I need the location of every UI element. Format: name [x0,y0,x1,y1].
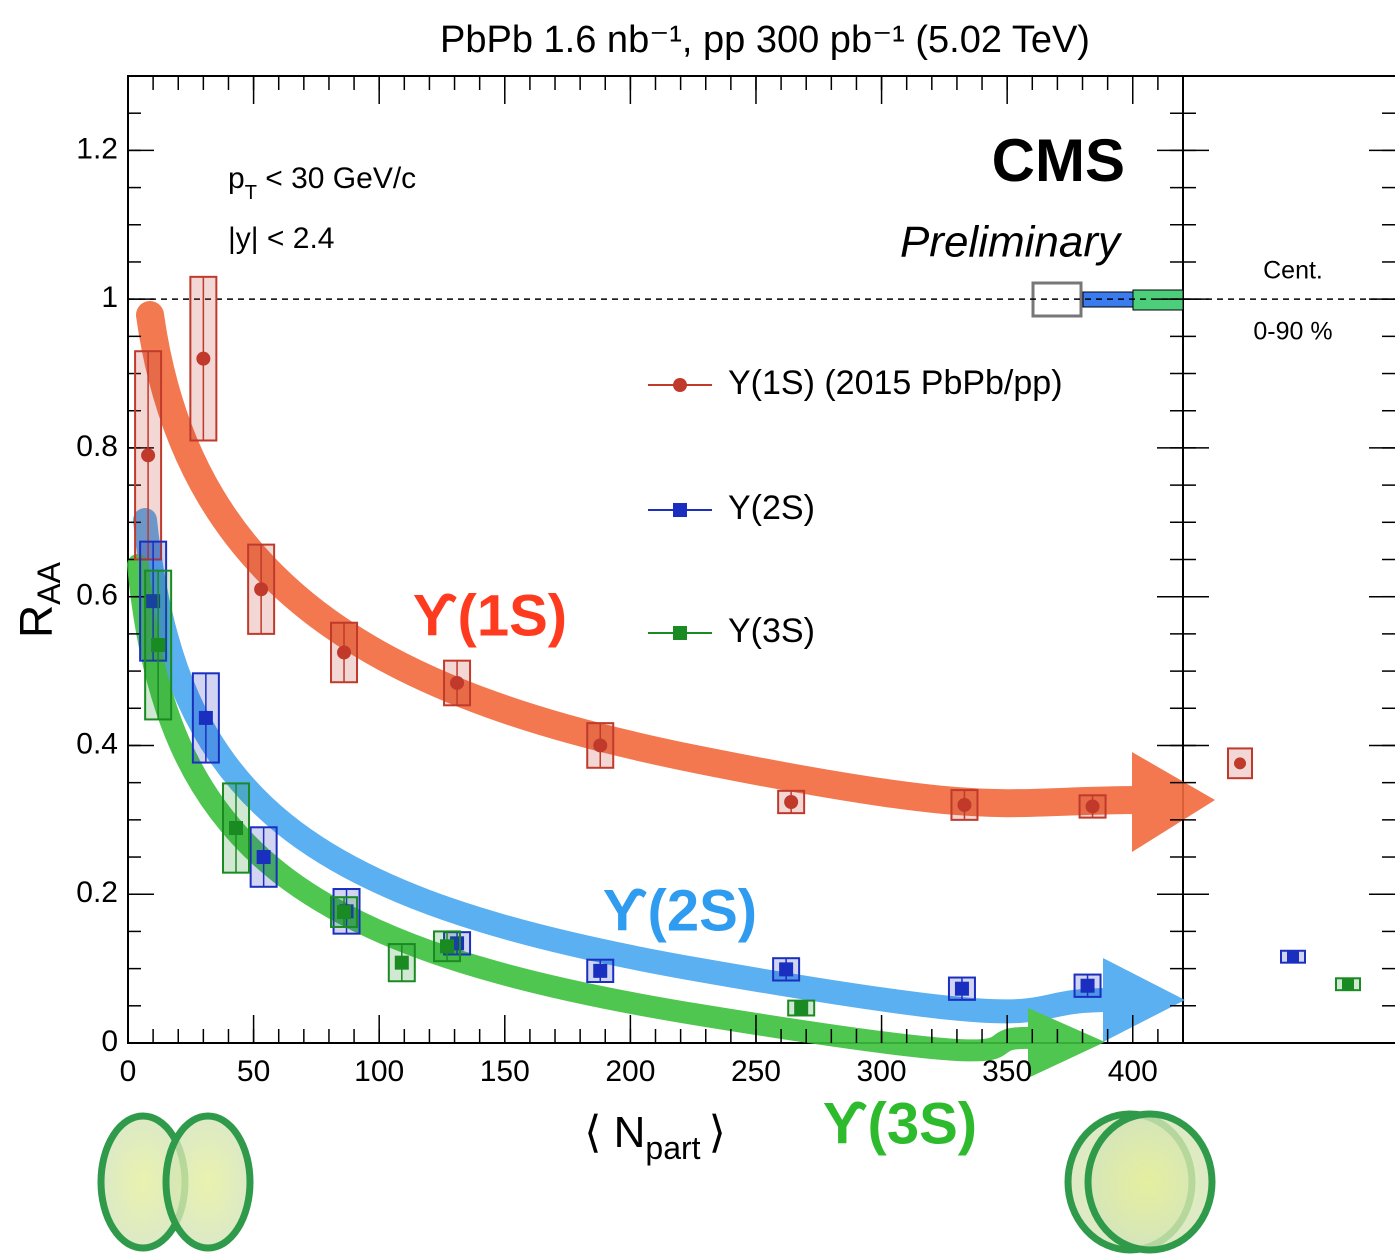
point [196,351,211,366]
band-label: ϒ(3S) [823,1091,977,1156]
band-label: ϒ(1S) [413,583,567,648]
global-unc-box [1132,289,1184,311]
point [440,939,455,954]
legend-label: Υ(3S) [728,612,815,650]
chart-title: PbPb 1.6 nb⁻¹, pp 300 pb⁻¹ (5.02 TeV) [440,19,1090,61]
point [1342,978,1354,991]
point [957,797,972,812]
y-tick-label: 0.6 [76,579,118,612]
x-axis-label: ⟨ N [584,1108,645,1157]
legend-marker [673,626,687,640]
band-label: ϒ(2S) [603,878,757,943]
panel-title: Cent. [1263,257,1323,285]
x-tick-label: 50 [237,1055,270,1088]
x-tick-label: 350 [982,1055,1032,1088]
point [1287,950,1299,963]
y-tick-label: 0.2 [76,876,118,909]
point [1080,978,1095,993]
y-axis-label: AA [31,561,67,604]
y-tick-label: 0.8 [76,430,118,463]
band-3s [127,554,1046,1062]
annotation: |y| < 2.4 [228,222,334,255]
annotation: < 30 GeV/c [257,162,416,195]
point [1085,799,1100,814]
point [337,905,352,920]
nucleus [162,1112,254,1252]
point [593,963,608,978]
panel-range: 0-90 % [1253,318,1332,346]
integrated-box [1227,747,1253,780]
x-tick-label: 100 [354,1055,404,1088]
panel-frame [1182,75,1395,1044]
point [254,582,269,597]
point [394,955,409,970]
x-tick-label: 200 [605,1055,655,1088]
experiment-label: CMS [992,127,1125,194]
x-axis-label: ⟨ Npart ⟩ [584,1108,725,1167]
point [794,1001,809,1016]
arrow-3s [1028,1008,1105,1078]
point [198,710,213,725]
point [784,794,799,809]
point [450,675,465,690]
x-tick-label: 0 [120,1055,137,1088]
point [779,962,794,977]
y-tick-label: 1 [101,281,118,314]
point [151,638,166,653]
annotation: pT < 30 GeV/c [228,162,416,204]
point [141,448,156,463]
annotation: p [228,162,245,195]
x-tick-label: 150 [480,1055,530,1088]
y-tick-label: 0 [101,1025,118,1058]
legend-label: Υ(1S) (2015 PbPb/pp) [728,364,1063,402]
x-tick-label: 300 [857,1055,907,1088]
point [256,850,271,865]
trend-bands [127,301,1215,1078]
y-tick-label: 0.4 [76,727,118,760]
x-axis-label: ⟩ [709,1108,726,1157]
y-axis-label: RAA [10,561,67,638]
arrow-1s [1132,752,1215,852]
arrow-2s [1103,958,1185,1042]
collision-icon [97,1110,1216,1254]
nucleus [1084,1110,1216,1254]
status-label: Preliminary [900,218,1123,267]
point [146,594,161,609]
y-tick-label: 1.2 [76,132,118,165]
legend-label: Υ(2S) [728,489,815,527]
x-tick-label: 250 [731,1055,781,1088]
point [1234,757,1246,770]
point [229,821,244,836]
point [593,738,608,753]
y-axis-label: R [10,605,62,638]
legend-marker [673,378,687,392]
point [954,981,969,996]
x-axis-label: part [645,1130,700,1166]
x-tick-label: 400 [1108,1055,1158,1088]
point [337,645,352,660]
legend-marker [673,503,687,517]
annotation: T [245,182,257,204]
band-1s [136,301,1154,818]
